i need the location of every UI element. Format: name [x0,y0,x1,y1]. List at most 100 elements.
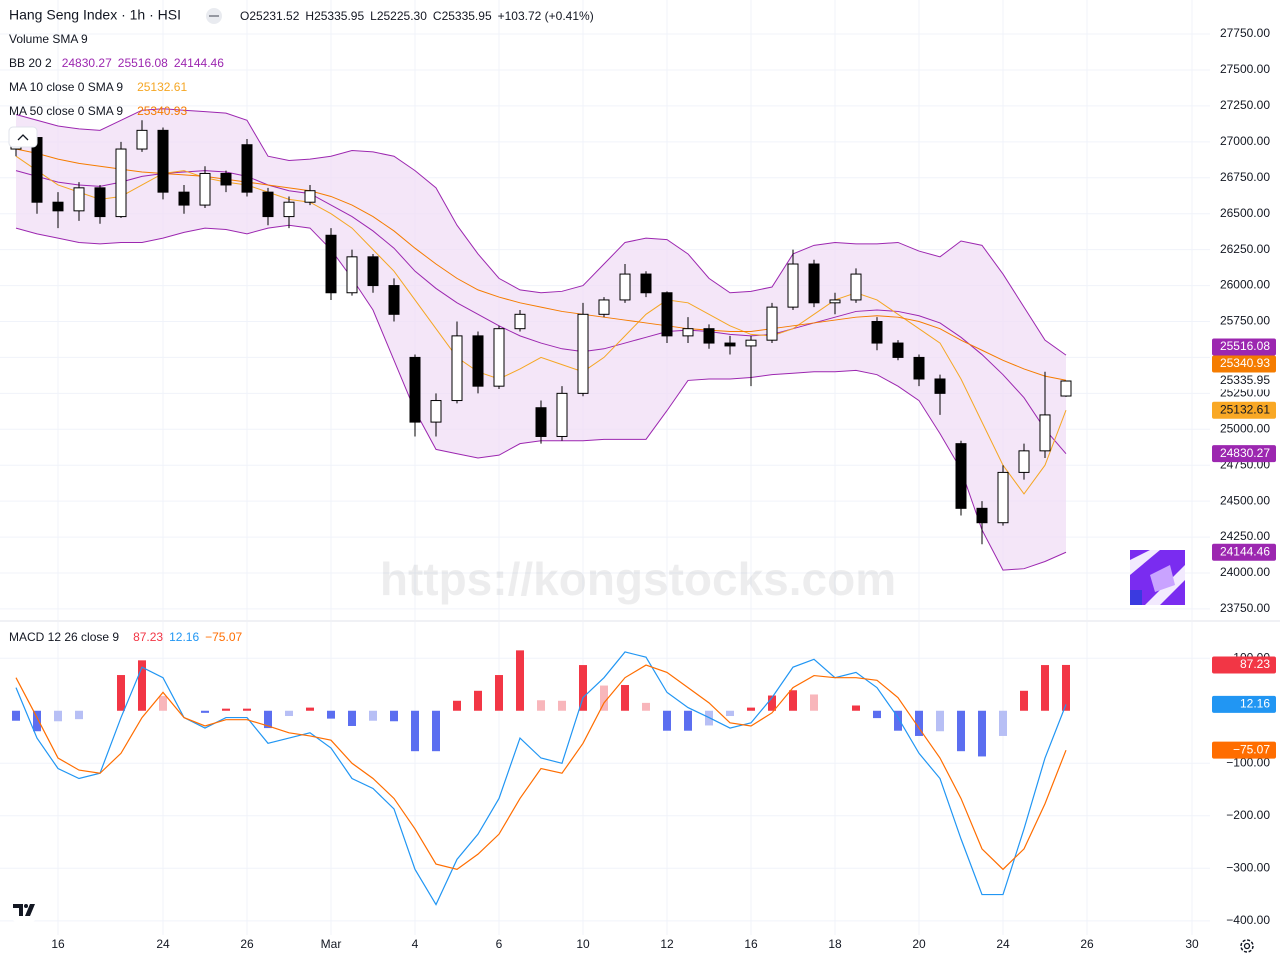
gear-inner [1243,942,1251,950]
histogram-bar [936,710,944,732]
histogram-bar [978,710,986,757]
indicator-value: 25340.93 [137,104,187,118]
candle-body [976,507,988,524]
histogram-bar [873,710,881,719]
histogram-bar [306,707,314,711]
indicator-value: 24830.27 [62,56,112,70]
ohlc-letter: L [370,9,377,23]
settings-button[interactable] [1240,939,1254,953]
candle-body [52,201,64,212]
candle-body [556,392,568,437]
indicator-label: MACD 12 26 close 9 [9,630,119,644]
price-badge-label: 25132.61 [1220,402,1270,416]
candle-body [955,443,967,509]
x-tick-label: 16 [744,937,758,951]
histogram-bar [558,700,566,711]
candle-body [997,471,1009,524]
collapse-button-box[interactable] [8,126,38,148]
x-tick-label: Mar [321,937,342,951]
candle-body [178,191,190,206]
candle-body [661,292,673,337]
gear-outer[interactable] [1240,939,1254,953]
indicator-label: BB 20 2 [9,56,52,70]
histogram-bar [537,700,545,711]
indicator-value: 25132.61 [137,80,187,94]
candle-body [262,191,274,218]
histogram-bar [138,660,146,711]
x-tick-label: 10 [576,937,590,951]
ma-line [15,155,1067,495]
price-badge [1212,543,1276,561]
histogram-bar [264,710,272,729]
candle-body [577,313,589,394]
candle-body [1039,414,1051,452]
macd-line [15,651,1067,906]
y-tick-label: 24500.00 [1220,493,1270,507]
histogram-bar [1041,665,1049,711]
x-tick-label: 26 [1080,937,1094,951]
logo-shape [13,904,23,916]
candle-body [619,273,631,301]
ohlc-letter: O [240,9,249,23]
histogram-bar [54,710,62,722]
histogram-bar [957,710,965,752]
price-badge [1212,695,1276,713]
collapse-chevron [17,134,29,141]
candle-body [787,263,799,308]
x-tick-label: 26 [240,937,254,951]
histogram-bar [222,708,230,711]
histogram-bar [348,710,356,726]
collapse-button[interactable] [8,126,38,148]
logo-bg[interactable] [9,895,39,925]
histogram-bar [516,650,524,711]
candle-body [367,256,379,287]
price-badge-label: 24144.46 [1220,544,1270,558]
x-tick-label: 16 [51,937,65,951]
candle-body [94,187,106,218]
histogram-bar [201,710,209,713]
candle-body [745,339,757,347]
candle-body [850,273,862,301]
status-icon-dash [209,15,219,17]
candle-body [115,148,127,218]
indicator-value: −75.07 [205,630,242,644]
candle-body [1060,380,1072,397]
histogram-bar [810,694,818,711]
tradingview-logo[interactable] [9,895,39,925]
histogram-bar [495,675,503,711]
candle-body [199,172,211,206]
histogram-bar [369,710,377,721]
y-tick-label: −200.00 [1226,808,1270,822]
histogram-bar [243,708,251,711]
histogram-bar [75,710,83,720]
candle-body [598,299,610,315]
price-badge-label: 25516.08 [1220,339,1270,353]
logo-shape [1150,565,1175,592]
y-tick-label: 24250.00 [1220,529,1270,543]
candle-body [157,129,169,193]
price-badge-label: 24830.27 [1220,446,1270,460]
histogram-bar [285,710,293,717]
candle-body [913,356,925,380]
grid [0,622,1210,935]
candle-body [808,263,820,304]
histogram-bar [915,710,923,736]
site-logo [1130,550,1185,605]
candle-body [682,328,694,337]
y-tick-label: 27750.00 [1220,26,1270,40]
y-tick-label: 27000.00 [1220,134,1270,148]
candle-body [472,335,484,387]
candle-body [1018,450,1030,473]
indicator-label: MA 50 close 0 SMA 9 [9,104,123,118]
price-badge-label: −75.07 [1233,742,1270,756]
price-badge [1212,401,1276,419]
symbol-title: Hang Seng Index · 1h · HSI [9,7,181,23]
histogram-bar [579,665,587,711]
histogram-bar [12,710,20,721]
logo-shape [25,904,35,916]
candle-body [934,378,946,394]
indicator-value: 25516.08 [118,56,168,70]
histogram-bar [432,710,440,752]
histogram-bar [642,702,650,711]
candle-body [409,356,421,423]
